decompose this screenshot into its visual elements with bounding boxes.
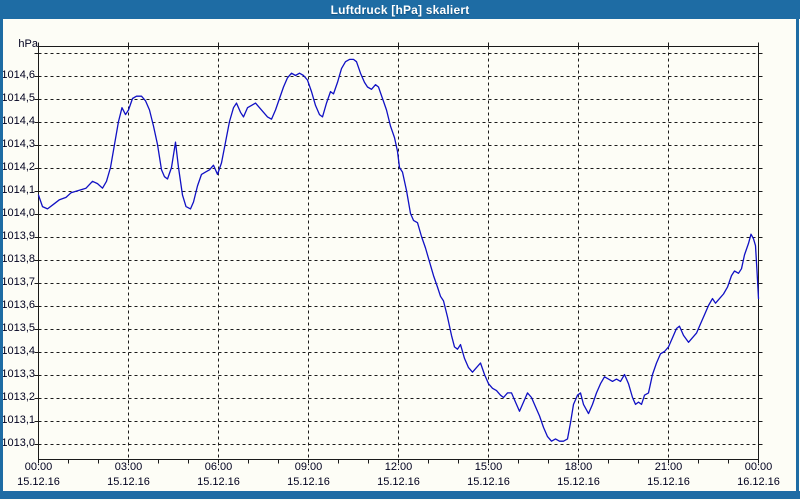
x-tick-date-label: 16.12.16 xyxy=(737,476,780,488)
y-tick-label: 1013,3 xyxy=(1,368,35,380)
y-tick-label: 1014,0 xyxy=(1,207,35,219)
y-tick-label: 1014,6 xyxy=(1,69,35,81)
y-tick-label: 1013,1 xyxy=(1,414,35,426)
pressure-series-line xyxy=(37,58,760,442)
y-axis-unit-label: hPa xyxy=(18,38,38,50)
x-tick-date-label: 15.12.16 xyxy=(287,476,330,488)
window-frame-left xyxy=(0,19,3,491)
x-tick-time-label: 21:00 xyxy=(654,461,683,473)
y-tick-label: 1013,0 xyxy=(1,437,35,449)
x-tick-date-label: 15.12.16 xyxy=(377,476,420,488)
x-tick-time-label: 12:00 xyxy=(384,461,413,473)
y-tick-label: 1014,3 xyxy=(1,138,35,150)
x-tick-date-label: 15.12.16 xyxy=(467,476,510,488)
window-frame-right xyxy=(796,19,799,491)
y-tick-label: 1013,9 xyxy=(1,230,35,242)
y-tick-label: 1013,2 xyxy=(1,391,35,403)
x-tick-date-label: 15.12.16 xyxy=(647,476,690,488)
x-tick-date-label: 15.12.16 xyxy=(17,476,60,488)
y-tick-label: 1014,2 xyxy=(1,161,35,173)
y-tick-label: 1013,8 xyxy=(1,253,35,265)
x-tick-date-label: 15.12.16 xyxy=(557,476,600,488)
y-tick-label: 1013,7 xyxy=(1,276,35,288)
x-tick-time-label: 00:00 xyxy=(744,461,773,473)
plot-border xyxy=(38,46,759,460)
window-frame-bottom xyxy=(0,491,800,499)
x-tick-time-label: 18:00 xyxy=(564,461,593,473)
x-tick-time-label: 00:00 xyxy=(24,461,53,473)
x-tick-time-label: 09:00 xyxy=(294,461,323,473)
window-titlebar[interactable]: Luftdruck [hPa] skaliert xyxy=(0,0,800,19)
x-tick-time-label: 06:00 xyxy=(204,461,233,473)
y-tick-label: 1014,5 xyxy=(1,92,35,104)
y-tick-label: 1013,6 xyxy=(1,299,35,311)
y-tick-label: 1014,4 xyxy=(1,115,35,127)
y-tick-label: 1014,1 xyxy=(1,184,35,196)
x-tick-time-label: 15:00 xyxy=(474,461,503,473)
x-tick-date-label: 15.12.16 xyxy=(197,476,240,488)
x-tick-time-label: 03:00 xyxy=(114,461,143,473)
window-title: Luftdruck [hPa] skaliert xyxy=(330,2,470,17)
y-tick-label: 1013,4 xyxy=(1,345,35,357)
y-tick-label: 1013,5 xyxy=(1,322,35,334)
x-tick-date-label: 15.12.16 xyxy=(107,476,150,488)
